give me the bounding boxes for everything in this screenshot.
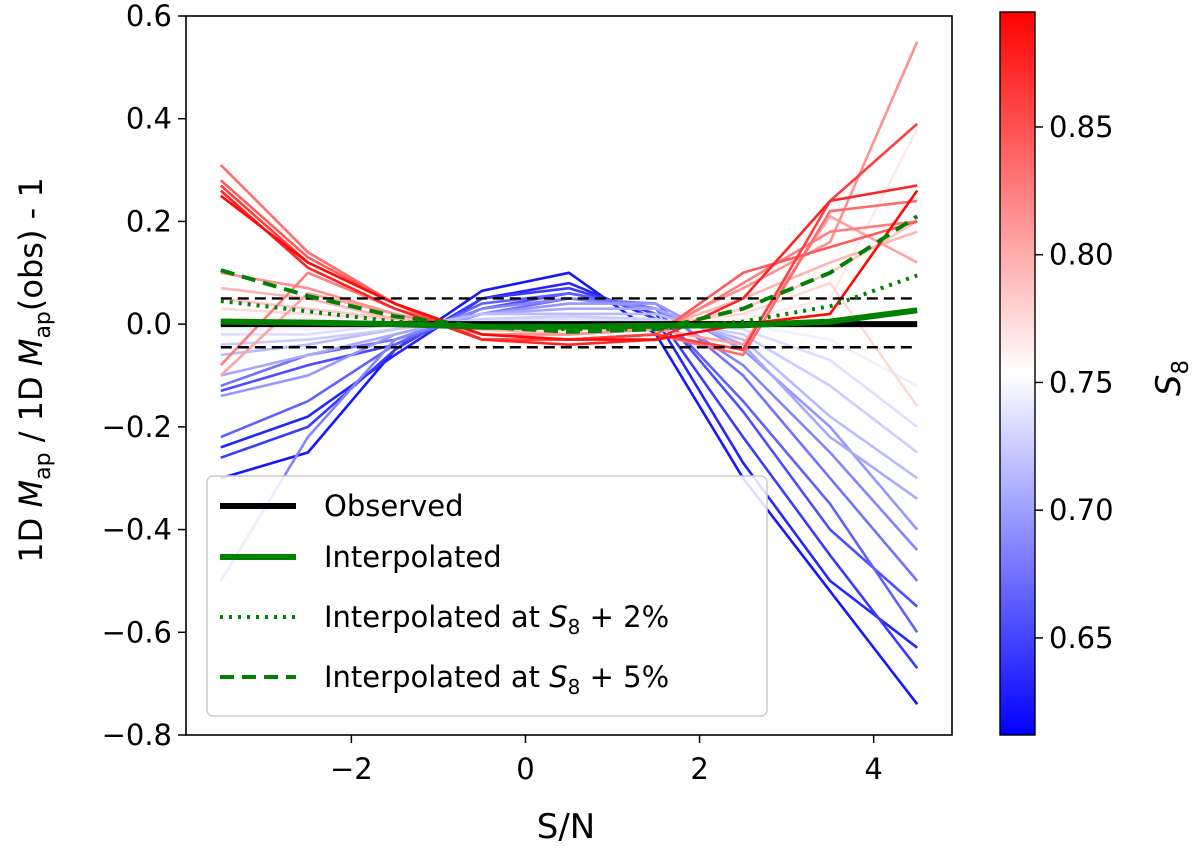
- colorbar-tick-label: 0.85: [1049, 110, 1114, 144]
- x-tick-label: 0: [516, 752, 534, 786]
- y-tick-label: 0.0: [126, 307, 172, 341]
- legend-label-interp-2pct: Interpolated at S8 + 2%: [324, 600, 669, 639]
- legend-label-observed: Observed: [324, 489, 464, 523]
- colorbar-ticks: 0.65 0.70 0.75 0.80 0.85: [1035, 110, 1114, 655]
- series-line-10: [220, 312, 918, 480]
- y-tick-label: −0.8: [102, 718, 172, 752]
- colorbar-label: S8: [1149, 360, 1194, 396]
- legend-label-interp-5pct: Interpolated at S8 + 5%: [324, 660, 669, 699]
- y-tick-label: −0.2: [102, 410, 172, 444]
- legend-box: [206, 475, 768, 717]
- y-axis-label: 1D Map / 1D Map(obs) - 1: [12, 177, 56, 562]
- series-line-3: [220, 286, 919, 669]
- series-line-11: [220, 315, 918, 454]
- legend-label-interpolated: Interpolated: [324, 540, 502, 574]
- x-tick-label: 4: [864, 752, 882, 786]
- series-line-25: [220, 189, 919, 341]
- series-line-5: [220, 291, 919, 634]
- x-tick-label: −2: [330, 752, 373, 786]
- series-line-12: [220, 317, 918, 428]
- y-tick-label: −0.4: [102, 513, 172, 547]
- series-line-1: [220, 271, 919, 705]
- y-tick-label: −0.6: [102, 615, 172, 649]
- y-tick-label: 0.6: [126, 0, 172, 33]
- ref-line-interp5: [220, 214, 919, 334]
- colorbar-tick-label: 0.80: [1049, 238, 1114, 272]
- colorbar-tick-label: 0.65: [1049, 621, 1114, 655]
- legend: Observed Interpolated Interpolated at S8…: [206, 475, 768, 717]
- plot-frame: [185, 15, 953, 736]
- ref-line-interpolated: [220, 307, 918, 330]
- y-tick-label: 0.4: [126, 102, 172, 136]
- colorbar: 0.65 0.70 0.75 0.80 0.85 S8: [999, 11, 1194, 736]
- colorbar-tick-label: 0.70: [1049, 493, 1114, 527]
- series-line-2: [220, 281, 918, 649]
- colorbar-tick-label: 0.75: [1049, 365, 1114, 399]
- series-line-24: [219, 184, 918, 347]
- series-line-8: [220, 302, 919, 531]
- x-axis: −2 0 2 4: [330, 735, 883, 786]
- y-axis: −0.8 −0.6 −0.4 −0.2 0.0 0.2 0.4 0.6: [102, 0, 186, 752]
- reference-layer: [220, 214, 919, 349]
- x-tick-label: 2: [690, 752, 708, 786]
- series-line-9: [220, 307, 918, 500]
- y-tick-label: 0.2: [126, 204, 172, 238]
- x-axis-label: S/N: [537, 807, 595, 847]
- colorbar-gradient: [999, 11, 1036, 736]
